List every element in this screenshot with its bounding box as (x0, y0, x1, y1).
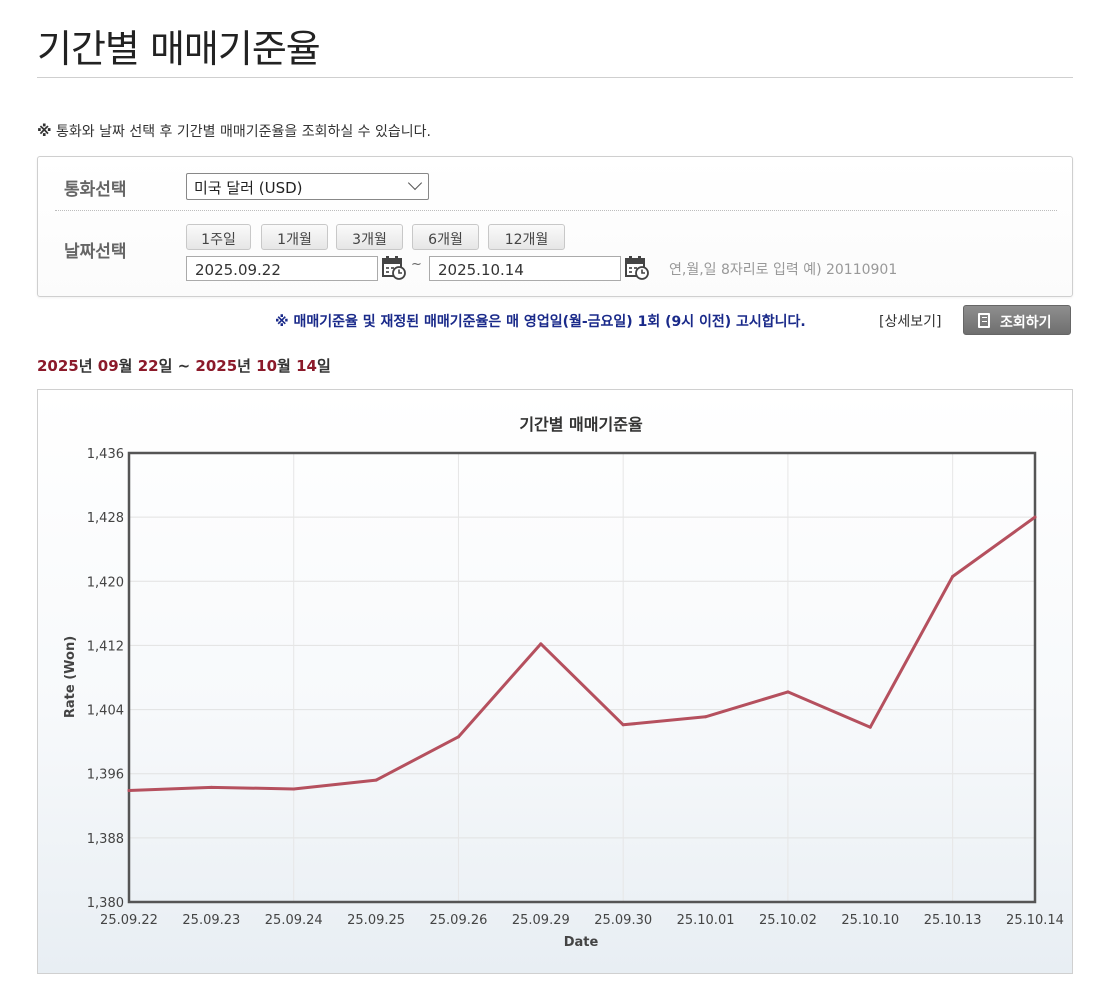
range-start-day: 22 (137, 357, 159, 375)
y-axis-title: Rate (Won) (63, 636, 78, 718)
y-tick-label: 1,396 (87, 768, 124, 783)
date-format-hint: 연,월,일 8자리로 입력 예) 20110901 (669, 262, 898, 278)
x-tick-label: 25.09.22 (100, 913, 158, 928)
x-tick-label: 25.10.14 (1006, 913, 1064, 928)
y-tick-label: 1,436 (87, 447, 124, 462)
data-point (621, 723, 625, 727)
data-point (951, 574, 955, 578)
y-tick-label: 1,404 (87, 704, 124, 719)
x-tick-label: 25.10.01 (677, 913, 735, 928)
x-tick-label: 25.10.10 (841, 913, 899, 928)
notice-mark: ※ (37, 122, 52, 140)
page-title: 기간별 매매기준율 (37, 27, 321, 71)
x-tick-label: 25.09.29 (512, 913, 570, 928)
chart-title: 기간별 매매기준율 (519, 415, 643, 434)
x-tick-label: 25.09.24 (265, 913, 323, 928)
period-1month-button[interactable]: 1개월 (261, 224, 328, 250)
data-point (868, 725, 872, 729)
y-tick-label: 1,420 (87, 575, 124, 590)
row-divider (55, 210, 1057, 211)
calendar-icon[interactable] (624, 254, 650, 280)
date-range-separator: ~ (411, 257, 422, 272)
period-1week-button[interactable]: 1주일 (186, 224, 251, 250)
data-point (539, 642, 543, 646)
series-line (127, 515, 1037, 793)
data-point (374, 778, 378, 782)
chevron-down-icon (407, 175, 423, 191)
y-tick-label: 1,428 (87, 511, 124, 526)
y-tick-label: 1,380 (87, 896, 124, 911)
data-point (704, 715, 708, 719)
date-label: 날짜선택 (64, 242, 127, 262)
search-button-label: 조회하기 (1000, 315, 1052, 331)
data-point (1033, 515, 1037, 519)
title-divider (37, 77, 1073, 78)
x-axis-title: Date (564, 935, 599, 950)
x-tick-label: 25.09.23 (182, 913, 240, 928)
currency-select[interactable]: 미국 달러 (USD) (186, 173, 429, 200)
document-icon (978, 313, 990, 328)
end-date-input[interactable]: 2025.10.14 (429, 256, 621, 281)
currency-label: 통화선택 (64, 180, 127, 200)
data-point (456, 735, 460, 739)
usage-notice: ※ 통화와 날짜 선택 후 기간별 매매기준율을 조회하실 수 있습니다. (37, 121, 431, 141)
search-button[interactable]: 조회하기 (963, 305, 1071, 335)
currency-select-value: 미국 달러 (USD) (194, 179, 303, 197)
range-text-part: 월 (118, 357, 138, 375)
selected-range: 2025년 09월 22일 ~ 2025년 10월 14일 (37, 355, 331, 376)
range-text-part: 월 (277, 357, 297, 375)
x-tick-label: 25.09.26 (430, 913, 488, 928)
y-tick-label: 1,412 (87, 639, 124, 654)
data-point (127, 789, 131, 793)
period-6month-button[interactable]: 6개월 (412, 224, 479, 250)
publication-notice: ※ 매매기준율 및 재정된 매매기준율은 매 영업일(월-금요일) 1회 (9시… (275, 314, 806, 330)
period-12month-button[interactable]: 12개월 (488, 224, 565, 250)
start-date-input[interactable]: 2025.09.22 (186, 256, 378, 281)
plot-area (127, 451, 1037, 904)
data-point (209, 785, 213, 789)
rate-chart: 기간별 매매기준율 1,380 1,388 1,396 1,404 1,412 1,420… (37, 389, 1073, 974)
range-text-part: 년 (237, 357, 257, 375)
detail-link[interactable]: [상세보기] (879, 314, 942, 330)
range-start-month: 09 (97, 357, 119, 375)
x-tick-label: 25.09.25 (347, 913, 405, 928)
range-end-month: 10 (256, 357, 278, 375)
period-3month-button[interactable]: 3개월 (336, 224, 403, 250)
x-tick-label: 25.10.13 (924, 913, 982, 928)
x-tick-label: 25.10.02 (759, 913, 817, 928)
rate-chart-svg: 기간별 매매기준율 1,380 1,388 1,396 1,404 1,412 1,420… (63, 415, 1064, 950)
notice-text: 통화와 날짜 선택 후 기간별 매매기준율을 조회하실 수 있습니다. (51, 124, 431, 140)
data-point (786, 690, 790, 694)
range-start-year: 2025 (37, 357, 79, 375)
calendar-icon[interactable] (381, 254, 407, 280)
range-text-part: 일 (316, 357, 331, 375)
range-text-part: 일 ~ (158, 357, 196, 375)
x-tick-label: 25.09.30 (594, 913, 652, 928)
range-end-year: 2025 (195, 357, 238, 375)
filter-panel: 통화선택 미국 달러 (USD) 날짜선택 1주일 1개월 3개월 6개월 12… (37, 156, 1073, 297)
y-tick-label: 1,388 (87, 832, 124, 847)
range-end-day: 14 (296, 357, 317, 375)
data-point (292, 787, 296, 791)
range-text-part: 년 (78, 357, 98, 375)
